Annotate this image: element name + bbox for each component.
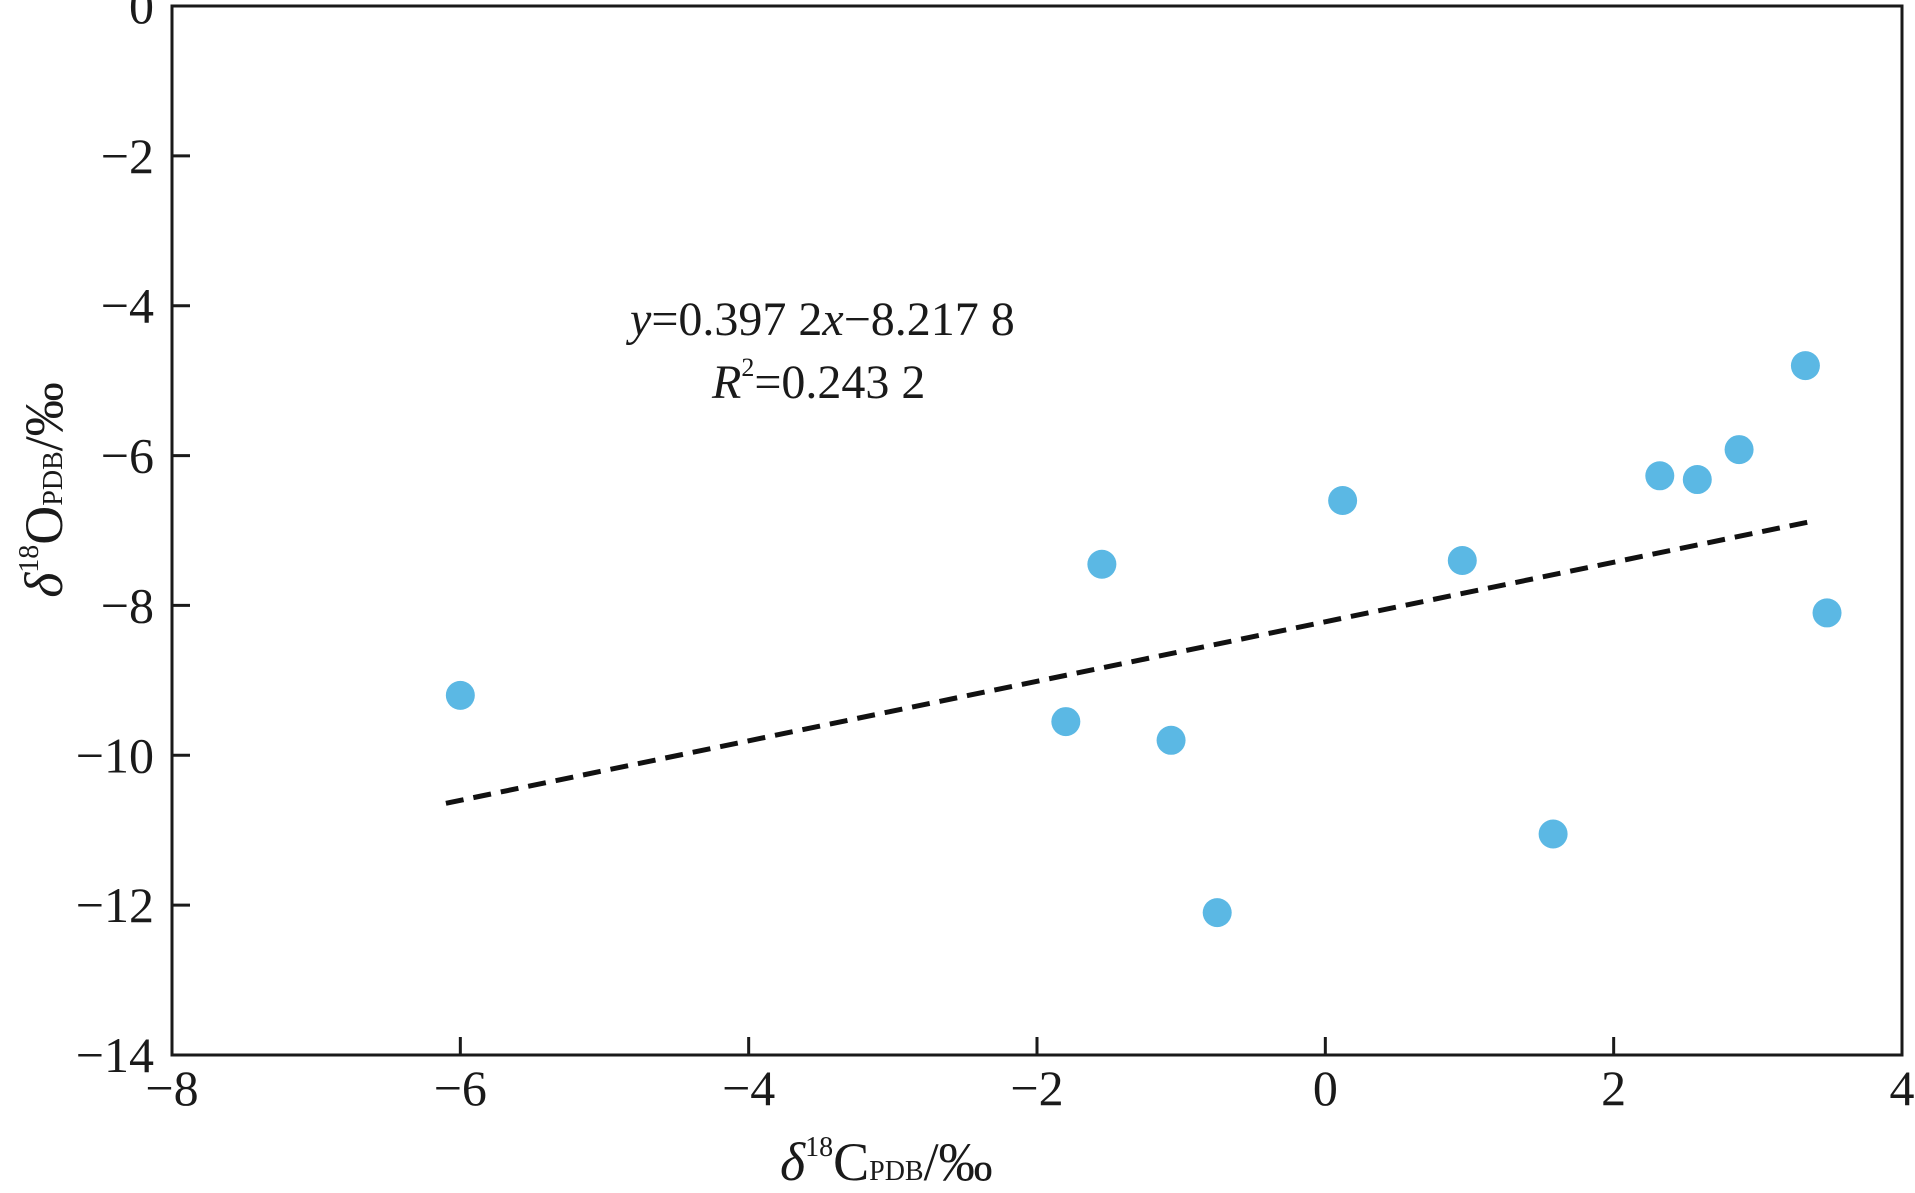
y-tick-label: −10 bbox=[76, 727, 154, 783]
r-symbol: R bbox=[711, 356, 741, 409]
y-tick-label: −2 bbox=[101, 128, 154, 184]
regression-equation: y=0.397 2x−8.217 8 bbox=[625, 293, 1015, 346]
data-point bbox=[1447, 545, 1477, 575]
x-tick-label: 2 bbox=[1601, 1060, 1626, 1116]
y-axis-title-group: δ18OPDB/‰ bbox=[14, 382, 74, 598]
y-tick-label: −8 bbox=[101, 577, 154, 633]
x-tick-label: −6 bbox=[434, 1060, 487, 1116]
data-point bbox=[1682, 465, 1712, 495]
x-axis-title-main: C bbox=[833, 1132, 869, 1192]
x-tick-label: −4 bbox=[722, 1060, 775, 1116]
data-point bbox=[1790, 351, 1820, 381]
r-exponent: 2 bbox=[741, 353, 754, 382]
plot-area: −8 −6 −4 −2 0 2 4 0 −2 −4 −6 −8 −10 −12 −14 bbox=[76, 0, 1915, 1116]
data-point bbox=[1724, 435, 1754, 465]
equation-intercept: −8.217 8 bbox=[844, 293, 1015, 346]
equation-y-symbol: y bbox=[625, 293, 652, 346]
y-axis-title-main: O bbox=[14, 506, 74, 545]
r-squared-value: =0.243 2 bbox=[754, 356, 925, 409]
data-point bbox=[1051, 707, 1081, 737]
data-point bbox=[1538, 819, 1568, 849]
y-tick-label: 0 bbox=[129, 0, 154, 34]
y-tick-label: −14 bbox=[76, 1027, 154, 1083]
y-tick-label: −12 bbox=[76, 877, 154, 933]
x-axis-title-subscript: PDB bbox=[869, 1156, 923, 1187]
data-point bbox=[1087, 549, 1117, 579]
x-axis-title-unit: /‰ bbox=[924, 1132, 993, 1192]
y-axis-title-superscript: 18 bbox=[14, 545, 45, 573]
plot-frame bbox=[170, 4, 1904, 1057]
y-tick-label: −4 bbox=[101, 278, 154, 334]
equation-slope: =0.397 2 bbox=[651, 293, 822, 346]
data-point bbox=[1328, 486, 1358, 516]
x-tick-label: −2 bbox=[1010, 1060, 1063, 1116]
data-point bbox=[1645, 461, 1675, 491]
y-axis-title-delta: δ bbox=[14, 572, 74, 598]
x-tick-label: 0 bbox=[1313, 1060, 1338, 1116]
y-axis-title-subscript: PDB bbox=[38, 451, 69, 505]
x-tick-label: 4 bbox=[1890, 1060, 1915, 1116]
r-squared-label: R2=0.243 2 bbox=[711, 353, 925, 409]
x-tick-label: −8 bbox=[145, 1060, 198, 1116]
data-point bbox=[1156, 725, 1186, 755]
data-point bbox=[1812, 598, 1842, 628]
data-point bbox=[1202, 898, 1232, 928]
y-axis-title-unit: /‰ bbox=[14, 382, 74, 451]
trendline bbox=[445, 518, 1817, 806]
equation-x-symbol: x bbox=[821, 293, 843, 346]
data-point bbox=[445, 680, 475, 710]
x-axis-title: δ18CPDB/‰ bbox=[780, 1132, 993, 1192]
x-axis-title-superscript: 18 bbox=[805, 1132, 833, 1163]
x-axis-title-delta: δ bbox=[780, 1132, 806, 1192]
y-tick-label: −6 bbox=[101, 428, 154, 484]
y-axis-title: δ18OPDB/‰ bbox=[14, 382, 74, 598]
